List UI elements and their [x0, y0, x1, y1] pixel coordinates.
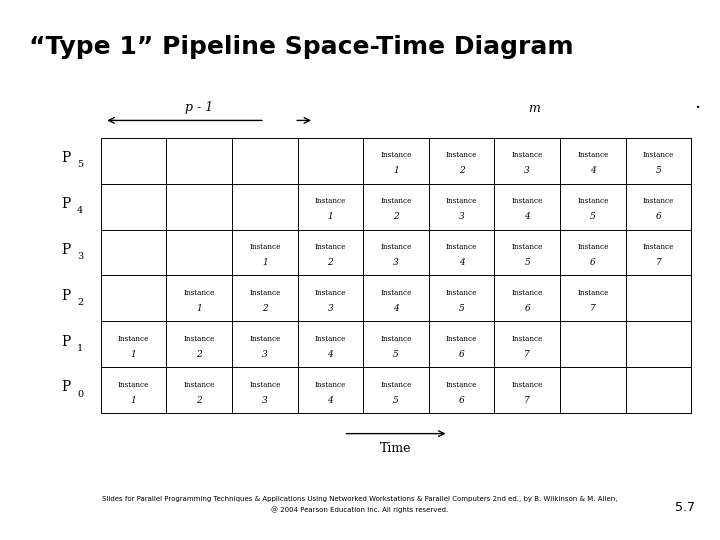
Text: 6: 6 — [524, 304, 530, 313]
Text: 2: 2 — [262, 304, 268, 313]
Text: Instance: Instance — [380, 197, 412, 205]
Text: Instance: Instance — [249, 381, 281, 389]
Text: 1: 1 — [197, 304, 202, 313]
Text: 3: 3 — [459, 212, 464, 221]
Text: Instance: Instance — [380, 151, 412, 159]
Text: 6: 6 — [459, 396, 464, 405]
Text: @ 2004 Pearson Education Inc. All rights reserved.: @ 2004 Pearson Education Inc. All rights… — [271, 506, 449, 512]
Text: 4: 4 — [459, 258, 464, 267]
Text: Instance: Instance — [446, 243, 477, 251]
Text: 6: 6 — [655, 212, 661, 221]
Text: 7: 7 — [524, 396, 530, 405]
Text: Instance: Instance — [315, 381, 346, 389]
Text: Instance: Instance — [577, 151, 608, 159]
Text: Instance: Instance — [118, 335, 149, 343]
Text: P: P — [61, 289, 71, 302]
Text: Instance: Instance — [249, 335, 281, 343]
Text: Instance: Instance — [643, 243, 674, 251]
Text: 7: 7 — [524, 350, 530, 359]
Text: 4: 4 — [590, 166, 595, 176]
Text: P: P — [61, 335, 71, 348]
Text: Instance: Instance — [315, 197, 346, 205]
Text: Instance: Instance — [446, 197, 477, 205]
Text: 6: 6 — [459, 350, 464, 359]
Text: 3: 3 — [393, 258, 399, 267]
Text: P: P — [61, 243, 71, 256]
Text: 2: 2 — [197, 350, 202, 359]
Text: 4: 4 — [328, 396, 333, 405]
Text: 5: 5 — [393, 350, 399, 359]
Text: 2: 2 — [393, 212, 399, 221]
Text: Instance: Instance — [380, 289, 412, 297]
Text: 5: 5 — [393, 396, 399, 405]
Text: Instance: Instance — [118, 381, 149, 389]
Text: 5.7: 5.7 — [675, 501, 695, 514]
Text: Instance: Instance — [643, 151, 674, 159]
Text: Instance: Instance — [511, 151, 543, 159]
Text: Instance: Instance — [184, 289, 215, 297]
Text: 0: 0 — [77, 390, 84, 399]
Text: 6: 6 — [590, 258, 595, 267]
Text: 3: 3 — [328, 304, 333, 313]
Text: 1: 1 — [262, 258, 268, 267]
Text: Instance: Instance — [511, 197, 543, 205]
Text: Instance: Instance — [577, 197, 608, 205]
Text: Instance: Instance — [184, 335, 215, 343]
Text: 4: 4 — [524, 212, 530, 221]
Text: Instance: Instance — [315, 289, 346, 297]
Text: Instance: Instance — [446, 151, 477, 159]
Text: 3: 3 — [262, 350, 268, 359]
Text: P: P — [61, 197, 71, 211]
Text: Instance: Instance — [511, 289, 543, 297]
Text: 2: 2 — [197, 396, 202, 405]
Text: Instance: Instance — [380, 243, 412, 251]
Text: 4: 4 — [393, 304, 399, 313]
Text: Instance: Instance — [446, 381, 477, 389]
Text: Instance: Instance — [380, 335, 412, 343]
Text: 5: 5 — [524, 258, 530, 267]
Text: 5: 5 — [655, 166, 661, 176]
Text: Instance: Instance — [249, 289, 281, 297]
Text: 2: 2 — [328, 258, 333, 267]
Text: Instance: Instance — [511, 243, 543, 251]
Text: Instance: Instance — [446, 335, 477, 343]
Text: Instance: Instance — [643, 197, 674, 205]
Text: 2: 2 — [459, 166, 464, 176]
Text: Instance: Instance — [315, 335, 346, 343]
Text: P: P — [61, 151, 71, 165]
Text: 2: 2 — [77, 298, 84, 307]
Text: 1: 1 — [393, 166, 399, 176]
Text: 1: 1 — [131, 350, 137, 359]
Text: “Type 1” Pipeline Space-Time Diagram: “Type 1” Pipeline Space-Time Diagram — [29, 35, 573, 59]
Text: Instance: Instance — [511, 381, 543, 389]
Text: Instance: Instance — [249, 243, 281, 251]
Text: 5: 5 — [459, 304, 464, 313]
Text: 4: 4 — [328, 350, 333, 359]
Text: 3: 3 — [524, 166, 530, 176]
Text: 5: 5 — [590, 212, 595, 221]
Text: Instance: Instance — [577, 289, 608, 297]
Text: Instance: Instance — [315, 243, 346, 251]
Text: 7: 7 — [590, 304, 595, 313]
Text: ·: · — [696, 98, 701, 118]
Text: 3: 3 — [262, 396, 268, 405]
Text: 5: 5 — [77, 160, 84, 170]
Text: 1: 1 — [328, 212, 333, 221]
Text: 4: 4 — [77, 206, 84, 215]
Text: Instance: Instance — [511, 335, 543, 343]
Text: Instance: Instance — [577, 243, 608, 251]
Text: 3: 3 — [77, 252, 84, 261]
Text: Time: Time — [380, 442, 412, 455]
Text: 7: 7 — [655, 258, 661, 267]
Text: 1: 1 — [77, 344, 84, 353]
Text: Instance: Instance — [446, 289, 477, 297]
Text: 1: 1 — [131, 396, 137, 405]
Text: Slides for Parallel Programming Techniques & Applications Using Networked Workst: Slides for Parallel Programming Techniqu… — [102, 496, 618, 503]
Text: m: m — [528, 102, 540, 114]
Text: Instance: Instance — [380, 381, 412, 389]
Text: Instance: Instance — [184, 381, 215, 389]
Text: P: P — [61, 381, 71, 394]
Text: p - 1: p - 1 — [185, 102, 213, 114]
